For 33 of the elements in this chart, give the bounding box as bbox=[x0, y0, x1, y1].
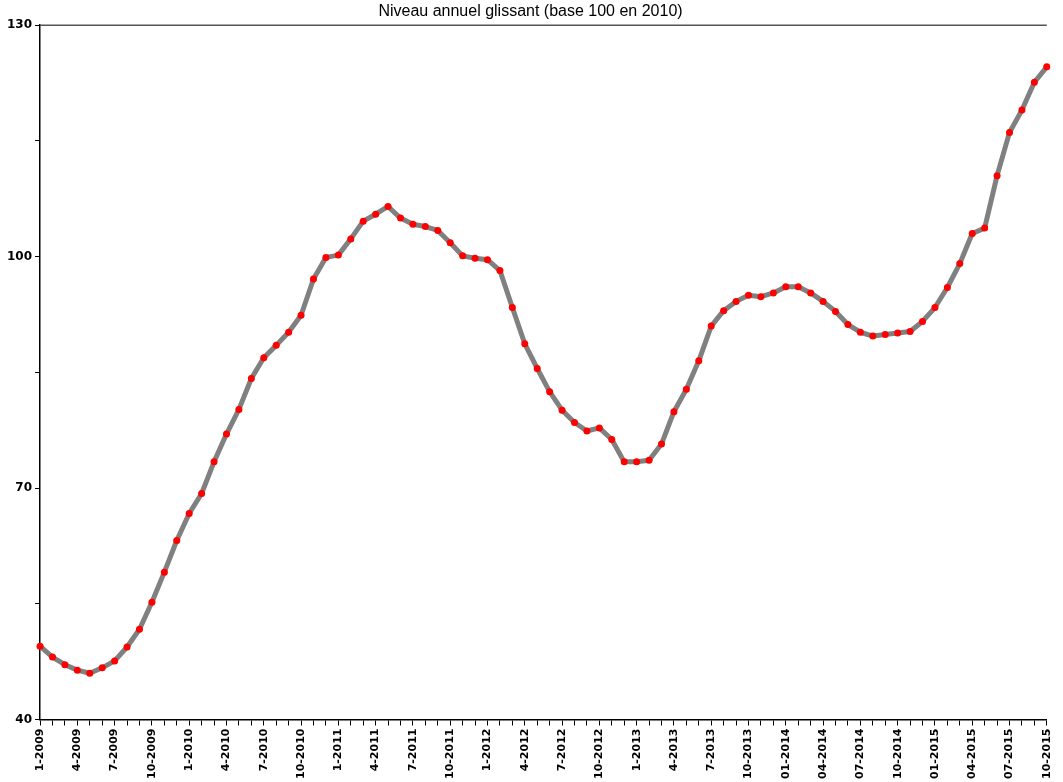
x-tick-label: 07-2015 bbox=[1002, 728, 1016, 780]
x-tick-label: 4-2013 bbox=[666, 728, 680, 772]
x-tick-label: 01-2015 bbox=[927, 728, 941, 780]
y-tick-label: 40 bbox=[15, 711, 33, 726]
x-tick-label: 04-2014 bbox=[815, 728, 829, 780]
y-tick-label: 70 bbox=[15, 480, 33, 495]
x-tick-label: 1-2010 bbox=[182, 728, 196, 772]
x-tick-label: 10-2011 bbox=[443, 728, 457, 780]
x-tick-label: 07-2014 bbox=[853, 728, 867, 780]
x-tick-label: 1-2012 bbox=[480, 728, 494, 772]
x-tick-label: 10-2009 bbox=[144, 728, 158, 780]
x-tick-label: 10-2010 bbox=[293, 728, 307, 780]
x-tick-label: 7-2013 bbox=[704, 728, 718, 772]
x-tick-label: 4-2010 bbox=[219, 728, 233, 772]
x-tick-label: 10-2015 bbox=[1039, 728, 1053, 780]
x-tick-label: 01-2014 bbox=[778, 728, 792, 780]
x-tick-label: 4-2011 bbox=[368, 728, 382, 772]
x-tick-label: 7-2009 bbox=[107, 728, 121, 772]
x-tick-label: 1-2013 bbox=[629, 728, 643, 772]
x-tick-label: 10-2013 bbox=[741, 728, 755, 780]
y-tick-label: 130 bbox=[6, 17, 33, 32]
x-tick-label: 1-2009 bbox=[32, 728, 46, 772]
x-tick-label: 1-2011 bbox=[331, 728, 345, 772]
x-tick-label: 7-2012 bbox=[554, 728, 568, 772]
x-tick-label: 4-2009 bbox=[70, 728, 84, 772]
y-tick-label: 100 bbox=[6, 248, 33, 263]
x-tick-label: 10-2012 bbox=[592, 728, 606, 780]
x-tick-label: 7-2010 bbox=[256, 728, 270, 772]
x-tick-label: 4-2012 bbox=[517, 728, 531, 772]
x-tick-label: 7-2011 bbox=[405, 728, 419, 772]
x-tick-label: 10-2014 bbox=[890, 728, 904, 780]
x-tick-label: 04-2015 bbox=[965, 728, 979, 780]
chart-title: Niveau annuel glissant (base 100 en 2010) bbox=[378, 2, 683, 20]
